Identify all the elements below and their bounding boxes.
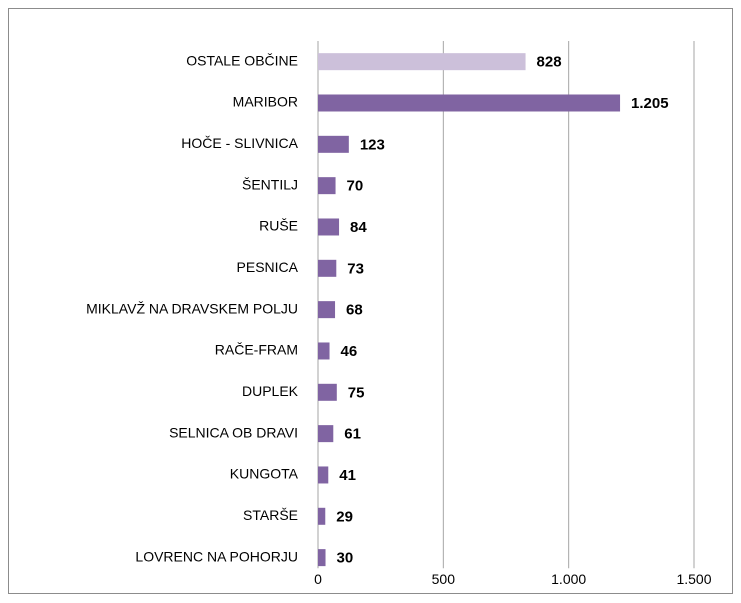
bar bbox=[318, 425, 334, 443]
bar bbox=[318, 342, 330, 360]
bar bbox=[318, 177, 336, 195]
value-label: 46 bbox=[341, 343, 358, 360]
bar bbox=[318, 383, 337, 401]
x-tick-label: 0 bbox=[314, 571, 322, 587]
y-tick-label: LOVRENC NA POHORJU bbox=[135, 548, 298, 564]
value-label: 123 bbox=[360, 136, 385, 153]
bar bbox=[318, 94, 621, 112]
y-tick-label: DUPLEK bbox=[242, 383, 299, 399]
value-label: 75 bbox=[348, 384, 365, 401]
y-tick-label: MARIBOR bbox=[233, 94, 298, 110]
bar bbox=[318, 549, 326, 567]
value-label: 73 bbox=[347, 260, 364, 277]
bar bbox=[318, 507, 326, 525]
bar bbox=[318, 259, 337, 277]
y-tick-label: OSTALE OBČINE bbox=[186, 52, 298, 68]
x-tick-label: 1.500 bbox=[676, 571, 711, 587]
y-tick-label: SELNICA OB DRAVI bbox=[169, 424, 298, 440]
value-label: 41 bbox=[339, 467, 356, 484]
value-label: 30 bbox=[337, 550, 354, 567]
value-label: 70 bbox=[347, 178, 364, 195]
bar bbox=[318, 135, 349, 153]
bar bbox=[318, 301, 336, 319]
bar bbox=[318, 466, 329, 484]
y-tick-label: ŠENTILJ bbox=[242, 176, 298, 192]
value-label: 84 bbox=[350, 219, 367, 236]
y-tick-label: MIKLAVŽ NA DRAVSKEM POLJU bbox=[86, 300, 298, 316]
x-tick-label: 500 bbox=[432, 571, 456, 587]
value-label: 29 bbox=[336, 508, 353, 525]
y-tick-label: KUNGOTA bbox=[230, 466, 299, 482]
bar bbox=[318, 53, 526, 71]
x-tick-label: 1.000 bbox=[551, 571, 586, 587]
value-label: 61 bbox=[344, 426, 361, 443]
y-tick-label: HOČE - SLIVNICA bbox=[181, 135, 298, 151]
value-label: 68 bbox=[346, 302, 363, 319]
value-label: 828 bbox=[537, 54, 562, 71]
y-tick-label: STARŠE bbox=[243, 507, 298, 523]
y-tick-label: RAČE-FRAM bbox=[215, 342, 298, 358]
y-tick-label: RUŠE bbox=[259, 218, 298, 234]
y-tick-label: PESNICA bbox=[237, 259, 299, 275]
bar bbox=[318, 218, 340, 236]
value-label: 1.205 bbox=[631, 95, 669, 112]
